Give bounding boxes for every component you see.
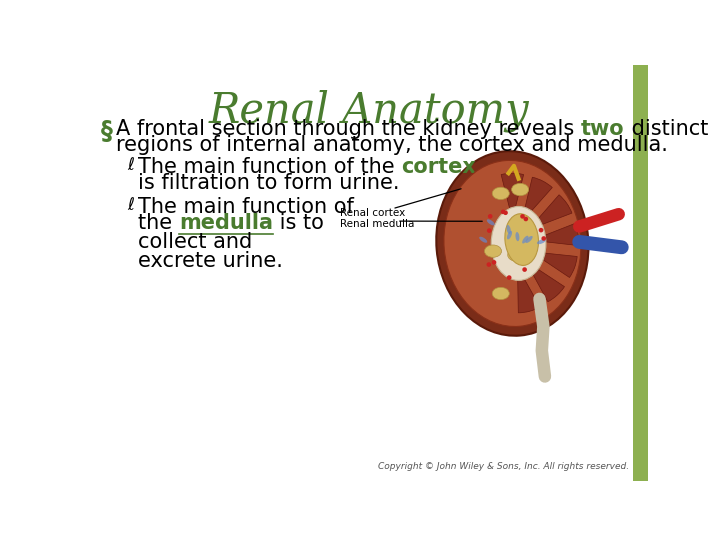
Circle shape bbox=[501, 210, 505, 214]
Circle shape bbox=[487, 228, 492, 233]
Circle shape bbox=[522, 267, 527, 272]
Text: medulla: medulla bbox=[179, 213, 273, 233]
Ellipse shape bbox=[522, 236, 528, 244]
Ellipse shape bbox=[508, 249, 525, 261]
Text: A frontal section through the kidney reveals: A frontal section through the kidney rev… bbox=[117, 119, 581, 139]
Circle shape bbox=[541, 236, 546, 241]
Text: Renal Anatomy: Renal Anatomy bbox=[209, 90, 529, 132]
Text: cortex: cortex bbox=[401, 157, 476, 177]
Circle shape bbox=[487, 262, 491, 267]
Circle shape bbox=[507, 275, 511, 280]
Ellipse shape bbox=[526, 236, 533, 243]
Text: is to: is to bbox=[273, 213, 324, 233]
Text: two: two bbox=[581, 119, 625, 139]
Text: collect and: collect and bbox=[138, 232, 252, 252]
Circle shape bbox=[488, 214, 492, 219]
Text: The main function of the: The main function of the bbox=[138, 157, 401, 177]
Text: The main function of: The main function of bbox=[138, 197, 354, 217]
Text: ℓ: ℓ bbox=[127, 156, 134, 174]
Text: is filtration to form urine.: is filtration to form urine. bbox=[138, 173, 400, 193]
Text: excrete urine.: excrete urine. bbox=[138, 251, 283, 271]
Wedge shape bbox=[526, 261, 564, 302]
Wedge shape bbox=[518, 267, 540, 313]
Ellipse shape bbox=[487, 219, 495, 225]
Bar bbox=[632, 65, 648, 481]
Text: the: the bbox=[138, 213, 179, 233]
Wedge shape bbox=[532, 224, 578, 246]
Circle shape bbox=[492, 260, 496, 265]
Wedge shape bbox=[501, 173, 523, 219]
Circle shape bbox=[521, 214, 525, 219]
Text: Renal cortex: Renal cortex bbox=[340, 208, 405, 218]
Text: regions of internal anatomy, the cortex and medulla.: regions of internal anatomy, the cortex … bbox=[117, 135, 668, 155]
Text: ℓ: ℓ bbox=[127, 195, 134, 214]
Circle shape bbox=[539, 228, 544, 232]
Ellipse shape bbox=[505, 214, 539, 265]
Ellipse shape bbox=[492, 287, 509, 300]
Circle shape bbox=[523, 217, 528, 221]
Ellipse shape bbox=[507, 225, 510, 234]
Wedge shape bbox=[531, 252, 577, 278]
Ellipse shape bbox=[492, 187, 509, 200]
Ellipse shape bbox=[512, 184, 528, 195]
Text: Renal medulla: Renal medulla bbox=[340, 219, 414, 229]
Ellipse shape bbox=[480, 237, 487, 243]
Ellipse shape bbox=[444, 160, 581, 327]
Ellipse shape bbox=[436, 151, 588, 336]
Ellipse shape bbox=[537, 239, 546, 244]
Wedge shape bbox=[521, 177, 552, 222]
Wedge shape bbox=[528, 195, 572, 230]
Ellipse shape bbox=[507, 231, 512, 239]
Ellipse shape bbox=[516, 232, 519, 241]
Ellipse shape bbox=[485, 245, 502, 257]
Text: §: § bbox=[101, 119, 113, 143]
Text: distinct: distinct bbox=[625, 119, 708, 139]
Circle shape bbox=[503, 211, 508, 215]
Ellipse shape bbox=[491, 206, 546, 280]
Text: Copyright © John Wiley & Sons, Inc. All rights reserved.: Copyright © John Wiley & Sons, Inc. All … bbox=[378, 462, 629, 471]
